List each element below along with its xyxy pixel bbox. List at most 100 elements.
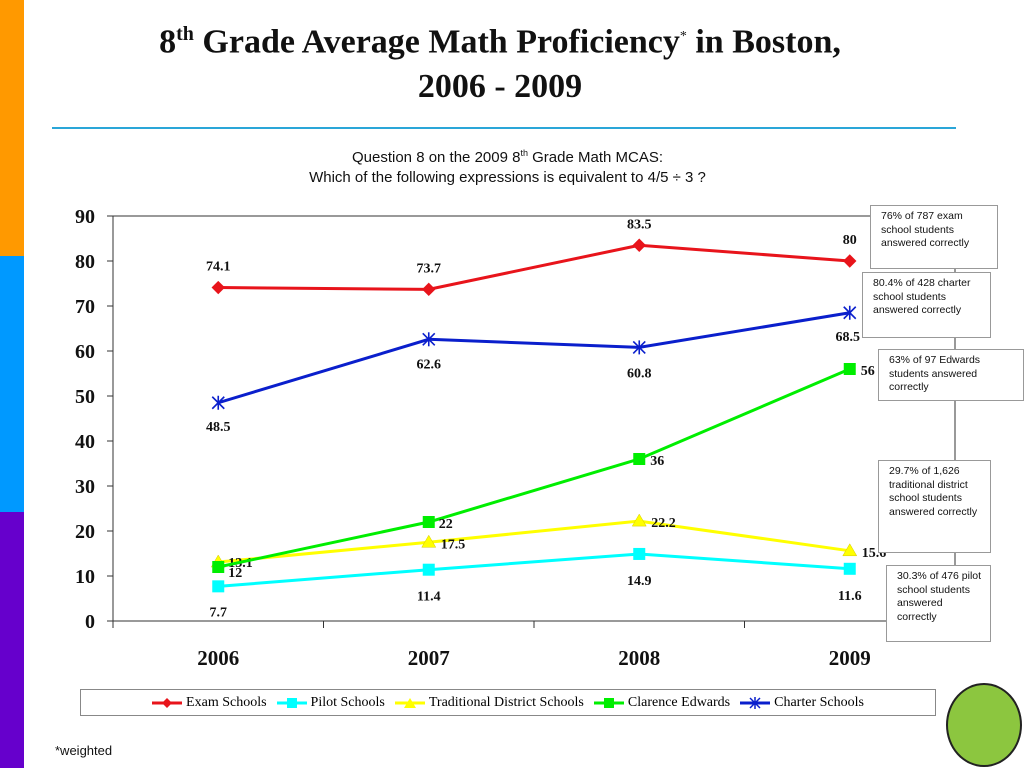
data-point-pilot-schools [633,547,646,560]
data-label-traditional-district-schools: 17.5 [441,537,466,552]
legend-item-pilot-schools: Pilot Schools [276,694,385,711]
data-point-traditional-district-schools [631,513,647,527]
legend-label-traditional-district-schools: Traditional District Schools [428,694,584,710]
data-point-clarence-edwards [212,561,225,573]
page-title: 8th Grade Average Math Proficiency* in B… [60,12,940,109]
legend-item-exam-schools: Exam Schools [152,695,267,711]
legend-swatch-marker [162,697,173,708]
title-divider [52,127,956,129]
data-label-pilot-schools: 11.4 [417,590,441,605]
data-point-exam-schools [211,280,225,295]
data-point-pilot-schools [212,580,225,593]
data-label-pilot-schools: 7.7 [210,605,228,620]
y-tick-label: 50 [75,386,95,408]
x-tick-label: 2009 [829,646,871,670]
left-strip-blue [0,256,24,512]
y-tick-label: 20 [75,521,95,543]
series-line-charter-schools [217,311,850,405]
chart-subtitle: Question 8 on the 2009 8th Grade Math MC… [150,143,865,188]
chart-legend: Exam Schools Pilot Schools Traditional Dis… [80,689,936,716]
legend-swatch-pilot-schools [276,697,307,708]
legend-swatch-clarence-edwards [593,697,624,708]
data-label-exam-schools: 80 [843,233,857,248]
note-exam-schools: 76% of 787 exam school students answered… [870,205,998,269]
data-point-clarence-edwards [633,453,646,465]
series-line-clarence-edwards [217,367,851,569]
legend-swatch-marker [749,696,761,709]
data-label-exam-schools: 83.5 [627,217,652,232]
data-label-clarence-edwards: 12 [228,566,242,581]
title-years: 2006 - 2009 [417,68,583,106]
data-point-clarence-edwards [422,516,435,528]
data-label-exam-schools: 73.7 [417,261,442,276]
title-location: in Boston, [695,23,841,61]
legend-swatch-marker [403,697,416,708]
y-tick-label: 30 [75,476,95,498]
data-label-pilot-schools: 14.9 [627,574,652,589]
title-grade: 8 [159,23,177,61]
y-tick-label: 10 [75,566,95,588]
data-point-exam-schools [422,282,436,297]
left-strip-purple [0,512,24,768]
legend-swatch-charter-schools [740,696,771,709]
subtitle-line2: Which of the following expressions is eq… [309,169,706,186]
data-label-clarence-edwards: 22 [439,517,453,532]
x-tick-label: 2007 [408,646,450,670]
title-asterisk: * [679,29,687,44]
data-point-charter-schools [632,340,646,355]
data-label-traditional-district-schools: 22.2 [651,516,676,531]
data-point-charter-schools [211,395,225,410]
legend-label-pilot-schools: Pilot Schools [310,694,385,710]
data-point-traditional-district-schools [842,543,858,557]
data-point-charter-schools [843,305,857,320]
note-pilot: 30.3% of 476 pilot school students answe… [886,565,991,642]
data-label-charter-schools: 68.5 [836,330,861,345]
y-tick-label: 80 [75,251,95,273]
legend-swatch-marker [603,697,614,708]
title-grade-suffix: th [176,23,194,45]
data-point-pilot-schools [422,563,435,576]
note-edwards: 63% of 97 Edwards students answered corr… [878,349,1024,401]
data-label-charter-schools: 60.8 [627,366,652,381]
note-charter-schools: 80.4% of 428 charter school students ans… [862,272,991,338]
footnote: *weighted [55,743,113,758]
subtitle-line1-b: Grade Math MCAS: [527,149,664,166]
x-tick-label: 2006 [197,646,239,670]
data-point-exam-schools [843,254,857,268]
subtitle-line1-a: Question 8 on the 2009 8 [351,149,521,166]
legend-item-traditional-district-schools: Traditional District Schools [394,694,584,711]
data-label-charter-schools: 48.5 [206,420,231,435]
legend-item-clarence-edwards: Clarence Edwards [593,694,731,711]
data-point-traditional-district-schools [421,534,437,548]
y-tick-label: 90 [75,206,95,228]
data-point-exam-schools [632,238,646,252]
green-circle-decoration [946,683,1022,767]
subtitle-line1-sup: th [520,148,528,158]
series-line-traditional-district-schools [218,519,850,564]
legend-label-clarence-edwards: Clarence Edwards [627,694,731,710]
data-point-clarence-edwards [843,363,856,375]
data-label-exam-schools: 74.1 [206,260,231,275]
y-tick-label: 60 [75,341,95,363]
title-text: Grade Average Math Proficiency [202,23,680,61]
y-tick-label: 0 [85,611,95,633]
legend-label-charter-schools: Charter Schools [774,694,864,710]
y-tick-label: 40 [75,431,95,453]
series-line-pilot-schools [218,552,850,588]
data-point-pilot-schools [843,562,856,575]
y-tick-label: 70 [75,296,95,318]
legend-swatch-traditional-district-schools [394,697,425,708]
data-label-pilot-schools: 11.6 [838,589,862,604]
data-point-charter-schools [422,332,436,347]
series-line-exam-schools [218,243,850,291]
legend-label-exam-schools: Exam Schools [186,694,267,710]
legend-swatch-marker [286,697,297,708]
legend-swatch-exam-schools [152,697,183,708]
data-label-clarence-edwards: 36 [650,454,664,469]
x-tick-label: 2008 [618,646,660,670]
data-label-clarence-edwards: 56 [861,364,875,379]
note-traditional: 29.7% of 1,626 traditional district scho… [878,460,991,553]
data-label-charter-schools: 62.6 [417,357,442,372]
left-strip-orange [0,0,24,256]
